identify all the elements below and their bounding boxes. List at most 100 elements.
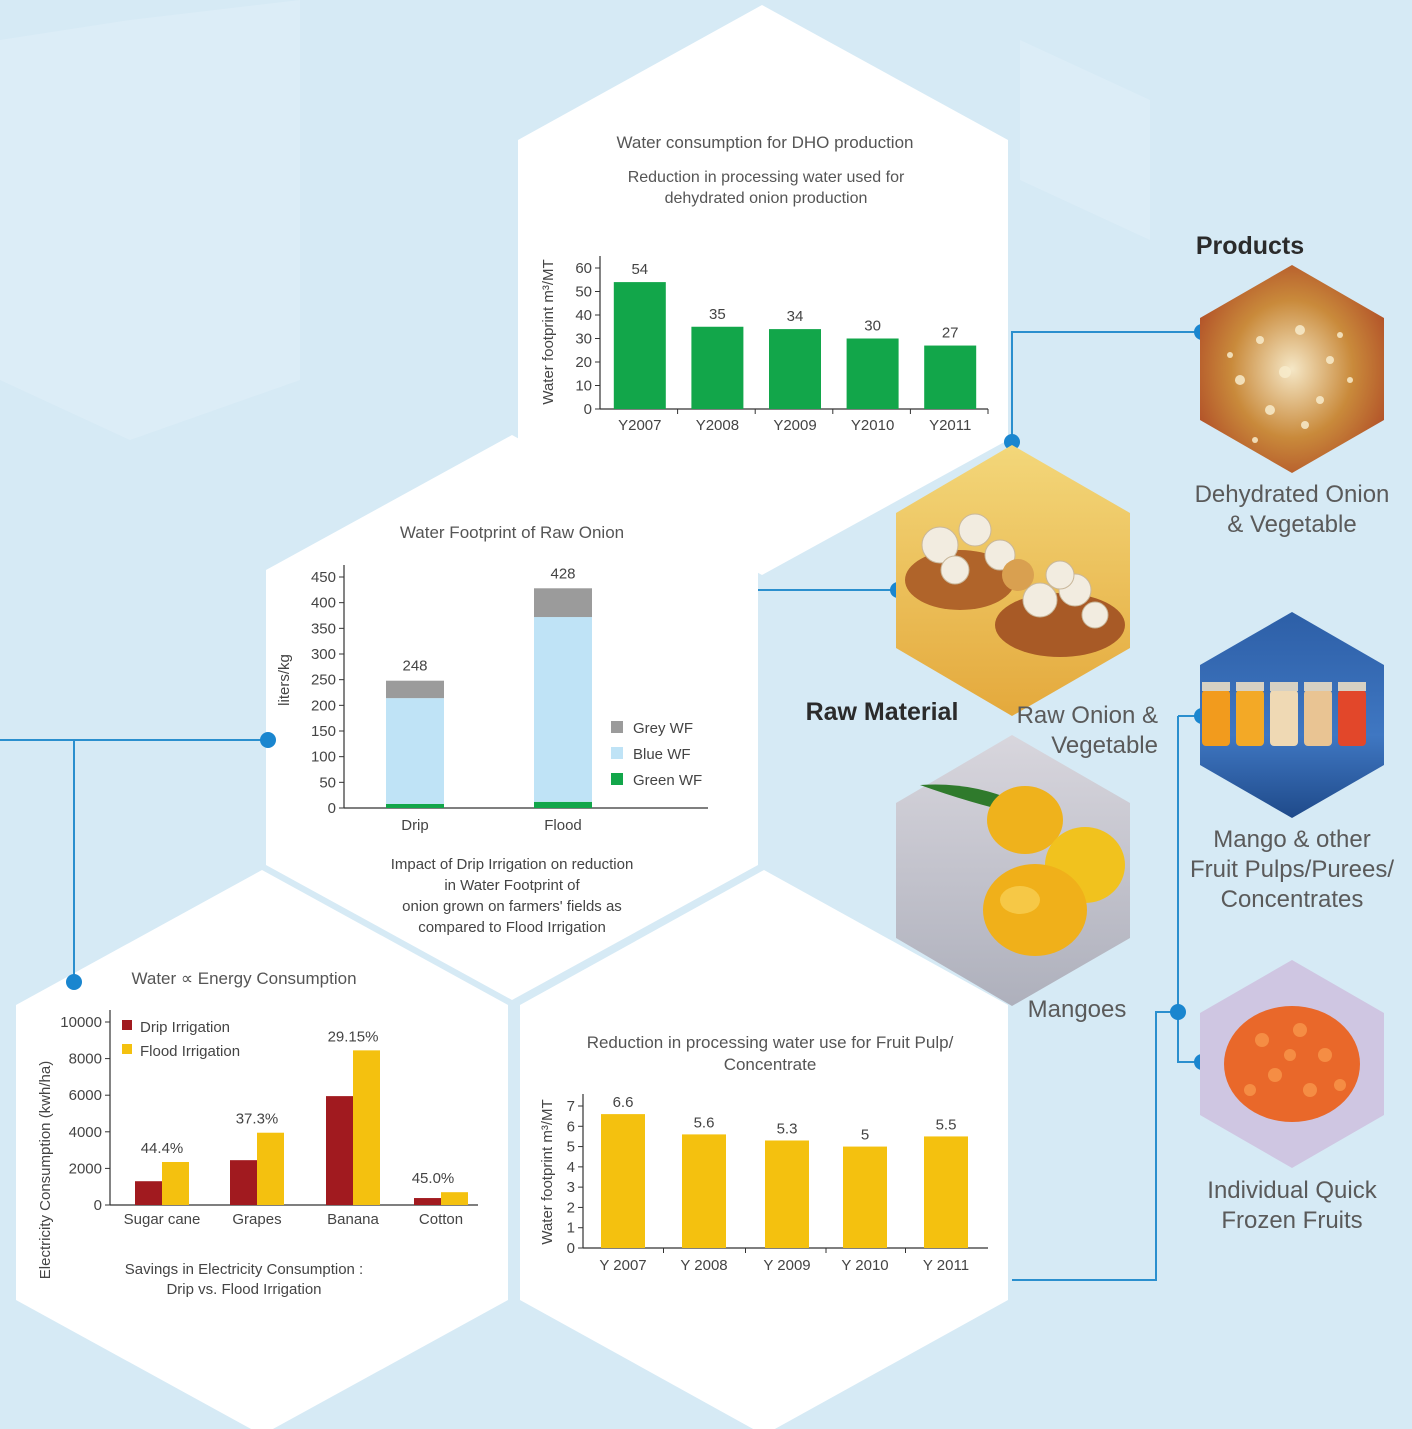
dho-title: Water consumption for DHO production: [617, 133, 914, 152]
raw-material-heading: Raw Material: [806, 698, 959, 726]
dehydrated-onion-photo: [1200, 265, 1384, 473]
energy-percent-label: 29.15%: [328, 1028, 379, 1045]
energy-title: Water ∝ Energy Consumption: [131, 969, 356, 988]
pulp-value-label: 5.5: [936, 1116, 957, 1133]
energy-y-tick-label: 10000: [60, 1014, 102, 1031]
energy-x-tick-label: Cotton: [419, 1211, 463, 1228]
pulp-y-tick-label: 2: [567, 1199, 575, 1216]
pulp-y-tick-label: 5: [567, 1139, 575, 1156]
onion-title: Water Footprint of Raw Onion: [400, 523, 624, 542]
pulp-y-tick-label: 7: [567, 1098, 575, 1115]
energy-bar: [353, 1050, 380, 1205]
dho-value-label: 34: [787, 308, 804, 325]
dho-x-tick-label: Y2008: [696, 417, 739, 434]
pulp-value-label: 5: [861, 1127, 869, 1144]
energy-legend-swatch: [122, 1020, 132, 1030]
dho-bar: [691, 326, 744, 409]
energy-bar: [257, 1132, 284, 1205]
energy-x-tick-label: Banana: [327, 1211, 379, 1228]
chart-panels: [16, 5, 1008, 1429]
dho-y-tick-label: 40: [575, 307, 592, 324]
dho-y-tick-label: 30: [575, 331, 592, 348]
mangoes-photo: [896, 735, 1130, 1006]
dho-x-tick-label: Y2007: [618, 417, 661, 434]
onion-bar-segment: [386, 680, 444, 699]
onion-caption-4: compared to Flood Irrigation: [418, 919, 606, 936]
onion-y-tick-label: 400: [311, 595, 336, 612]
dho-value-label: 30: [864, 318, 881, 335]
onion-y-tick-label: 350: [311, 620, 336, 637]
onion-bar-segment: [534, 588, 592, 618]
onion-legend-swatch: [611, 773, 623, 785]
onion-legend-swatch: [611, 747, 623, 759]
onion-total-label: 248: [402, 658, 427, 675]
pulp-x-tick-label: Y 2007: [599, 1257, 646, 1274]
energy-percent-label: 37.3%: [236, 1111, 279, 1128]
pulp-title-1: Reduction in processing water use for Fr…: [587, 1033, 954, 1052]
onion-caption-2: in Water Footprint of: [444, 877, 580, 894]
dho-y-tick-label: 20: [575, 354, 592, 371]
dho-x-tick-label: Y2011: [929, 417, 971, 434]
energy-bar: [414, 1198, 441, 1205]
onion-y-tick-label: 100: [311, 749, 336, 766]
pulp-value-label: 5.3: [777, 1120, 798, 1137]
dho-y-tick-label: 60: [575, 260, 592, 277]
onion-y-tick-label: 150: [311, 723, 336, 740]
fruit-pulp-jars-photo: [1200, 612, 1384, 818]
energy-ylabel: Electricity Consumption (kwh/ha): [37, 1061, 54, 1279]
energy-legend-label: Flood Irrigation: [140, 1043, 240, 1060]
onion-y-tick-label: 200: [311, 697, 336, 714]
onion-caption-3: onion grown on farmers' fields as: [402, 898, 622, 915]
onion-bar-segment: [534, 801, 592, 808]
connectors: [0, 331, 1202, 1281]
dho-value-label: 27: [942, 325, 959, 342]
dho-y-tick-label: 10: [575, 378, 592, 395]
energy-x-tick-label: Sugar cane: [124, 1211, 201, 1228]
energy-bar: [162, 1161, 189, 1205]
pulp-bar: [765, 1140, 809, 1248]
dho-panel: [518, 5, 1008, 575]
pulp-title-2: Concentrate: [724, 1055, 817, 1074]
dho-plot: 0 10 20 30 40 50 60 54 Y2007 35 Y2008 34 Y2009 30 Y201…: [575, 256, 989, 434]
onion-legend-label: Blue WF: [633, 746, 691, 763]
pulp-ylabel: Water footprint m³/MT: [539, 1099, 556, 1244]
products-heading: Products: [1196, 232, 1304, 260]
onion-x-tick-label: Drip: [401, 817, 429, 834]
onion-total-label: 428: [550, 565, 575, 582]
pulp-y-tick-label: 6: [567, 1118, 575, 1135]
raw-onion-label-1: Raw Onion &: [1017, 702, 1158, 729]
onion-legend-label: Grey WF: [633, 720, 693, 737]
pulp-panel: [520, 870, 1008, 1429]
pulp-y-tick-label: 3: [567, 1179, 575, 1196]
pulp-y-tick-label: 0: [567, 1240, 575, 1257]
onion-plot: 0 50 100 150 200 250 300 350 400 450 248 Drip 428 Flo…: [311, 565, 708, 834]
energy-plot: 0 2000 4000 6000 8000 10000 44.4% Sugar cane 37.…: [60, 1010, 478, 1228]
onion-chart: Water Footprint of Raw Onion liters/kg 0…: [276, 523, 708, 936]
pulp-x-tick-label: Y 2011: [923, 1257, 969, 1274]
energy-bar: [326, 1096, 353, 1205]
pulp-y-tick-label: 4: [567, 1159, 575, 1176]
pulp-value-label: 6.6: [613, 1094, 634, 1111]
energy-legend-label: Drip Irrigation: [140, 1019, 230, 1036]
pulp-x-tick-label: Y 2008: [680, 1257, 727, 1274]
pulp-bar: [601, 1114, 645, 1248]
energy-legend: Drip Irrigation Flood Irrigation: [122, 1019, 240, 1060]
dho-ylabel: Water footprint m³/MT: [540, 259, 557, 404]
pulps-label-2: Fruit Pulps/Purees/: [1190, 856, 1394, 883]
iqf-label-2: Frozen Fruits: [1221, 1207, 1362, 1234]
pulps-label-1: Mango & other: [1213, 826, 1370, 853]
onion-legend-label: Green WF: [633, 772, 702, 789]
background-hexagons: [0, 0, 1150, 440]
raw-onion-label-2: Vegetable: [1051, 732, 1158, 759]
dho-y-tick-label: 50: [575, 284, 592, 301]
energy-percent-label: 44.4%: [141, 1140, 184, 1157]
dho-subtitle-1: Reduction in processing water used for: [628, 169, 905, 186]
raw-onion-photo: [896, 445, 1130, 716]
onion-y-tick-label: 450: [311, 569, 336, 586]
energy-bar: [135, 1181, 162, 1205]
dho-value-label: 54: [631, 261, 648, 278]
energy-x-tick-label: Grapes: [232, 1211, 281, 1228]
dho-bar: [846, 338, 899, 409]
energy-chart: Water ∝ Energy Consumption Electricity C…: [37, 969, 478, 1298]
onion-bar-segment: [534, 617, 592, 802]
